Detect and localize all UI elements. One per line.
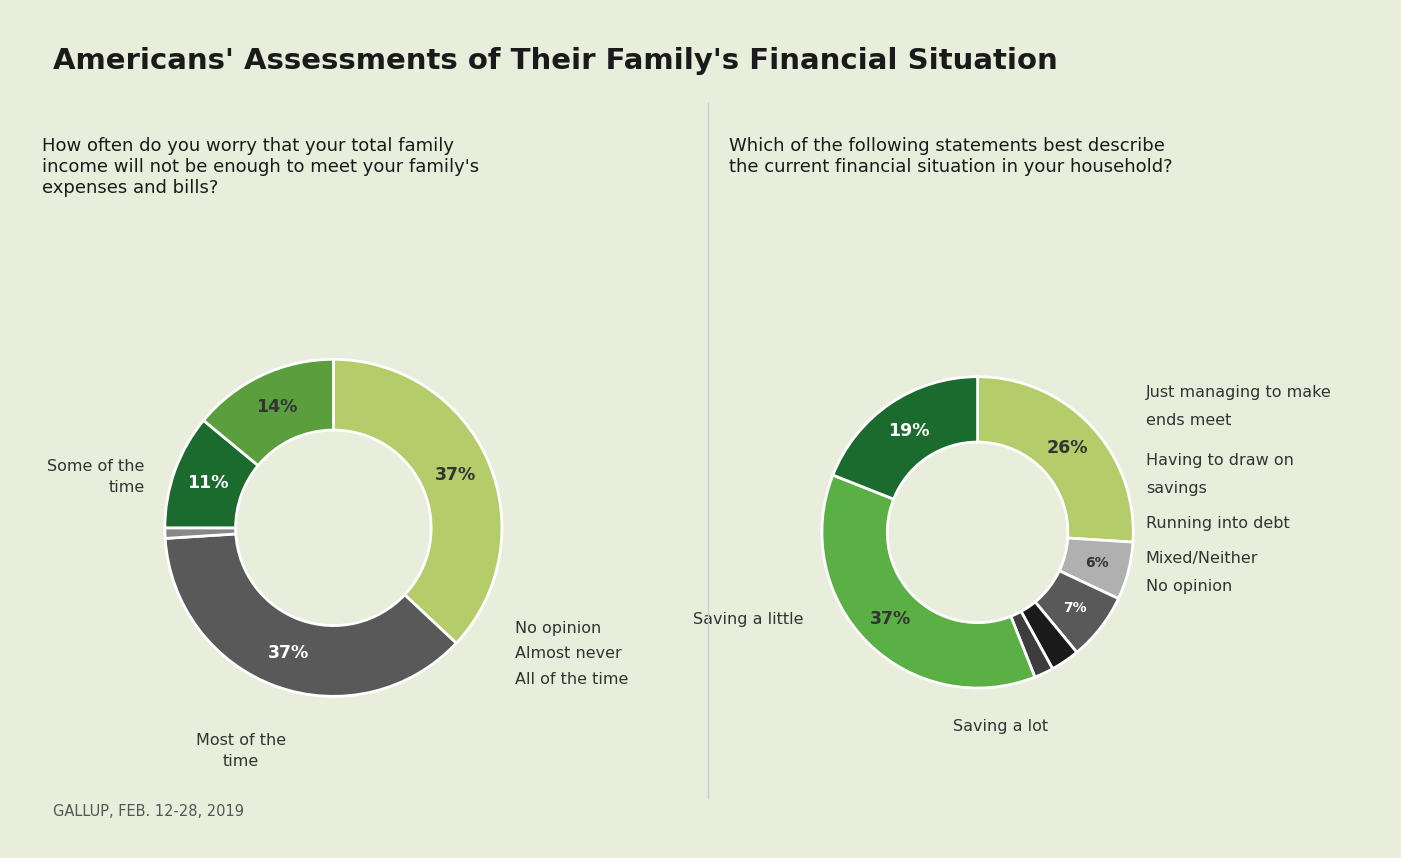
Wedge shape xyxy=(832,377,978,499)
Text: savings: savings xyxy=(1146,481,1206,496)
Wedge shape xyxy=(1021,602,1077,668)
Text: No opinion: No opinion xyxy=(1146,579,1231,595)
Wedge shape xyxy=(333,360,502,644)
Text: Almost never: Almost never xyxy=(516,645,622,661)
Text: 37%: 37% xyxy=(870,610,911,628)
Text: Some of the
time: Some of the time xyxy=(48,459,144,495)
Wedge shape xyxy=(1059,538,1133,599)
Text: All of the time: All of the time xyxy=(516,672,629,687)
Wedge shape xyxy=(165,420,258,528)
Text: GALLUP, FEB. 12-28, 2019: GALLUP, FEB. 12-28, 2019 xyxy=(53,805,244,819)
Text: 6%: 6% xyxy=(1084,556,1108,570)
Text: 26%: 26% xyxy=(1047,439,1089,457)
Text: Mixed/Neither: Mixed/Neither xyxy=(1146,552,1258,566)
Wedge shape xyxy=(978,377,1133,542)
Text: Just managing to make: Just managing to make xyxy=(1146,384,1331,400)
Wedge shape xyxy=(165,528,235,539)
Text: 14%: 14% xyxy=(256,398,297,416)
Text: Having to draw on: Having to draw on xyxy=(1146,453,1293,468)
Wedge shape xyxy=(203,360,333,466)
Text: 19%: 19% xyxy=(888,421,929,439)
Wedge shape xyxy=(165,534,457,697)
Text: How often do you worry that your total family
income will not be enough to meet : How often do you worry that your total f… xyxy=(42,137,479,196)
Text: 37%: 37% xyxy=(434,466,476,484)
Text: No opinion: No opinion xyxy=(516,621,601,637)
Text: 11%: 11% xyxy=(188,474,228,492)
Text: Americans' Assessments of Their Family's Financial Situation: Americans' Assessments of Their Family's… xyxy=(53,47,1058,76)
Text: Most of the
time: Most of the time xyxy=(196,734,286,770)
Text: 7%: 7% xyxy=(1063,601,1087,614)
Text: Saving a lot: Saving a lot xyxy=(953,719,1048,734)
Text: Running into debt: Running into debt xyxy=(1146,516,1289,530)
Wedge shape xyxy=(822,475,1035,688)
Text: Which of the following statements best describe
the current financial situation : Which of the following statements best d… xyxy=(729,137,1173,176)
Text: 37%: 37% xyxy=(268,644,310,662)
Text: ends meet: ends meet xyxy=(1146,413,1231,428)
Wedge shape xyxy=(1012,612,1052,677)
Wedge shape xyxy=(1035,571,1118,652)
Text: Saving a little: Saving a little xyxy=(692,612,803,627)
